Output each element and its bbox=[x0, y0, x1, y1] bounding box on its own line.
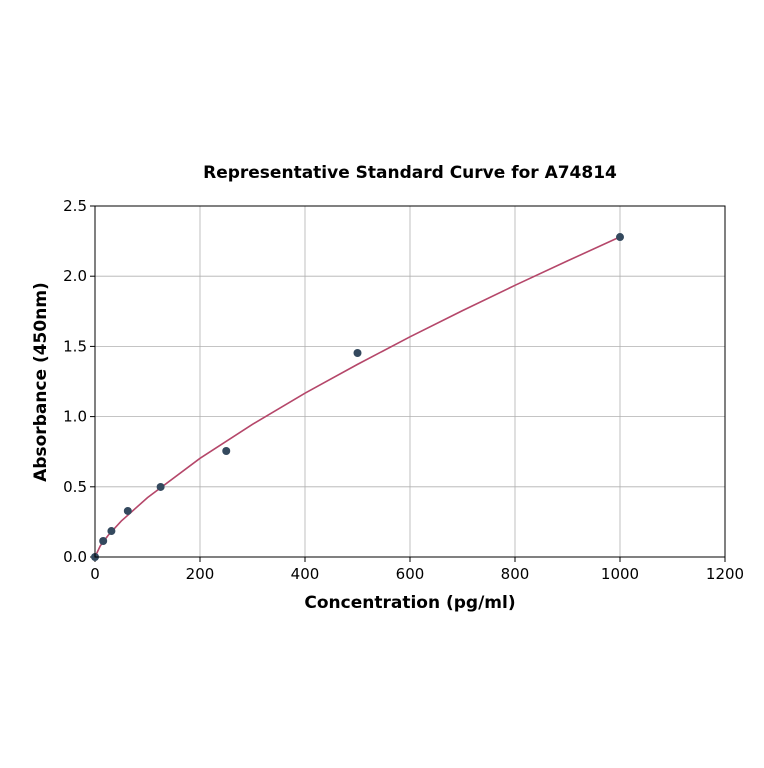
chart-title: Representative Standard Curve for A74814 bbox=[203, 163, 617, 183]
data-point bbox=[353, 348, 362, 357]
y-tick-label: 0.5 bbox=[63, 478, 87, 496]
data-point bbox=[107, 527, 116, 536]
plot-frame bbox=[94, 205, 726, 558]
x-tick-label: 200 bbox=[186, 565, 215, 583]
data-point bbox=[123, 506, 132, 515]
data-point bbox=[222, 446, 231, 455]
x-axis-label: Concentration (pg/ml) bbox=[304, 593, 515, 613]
x-tick-label: 1000 bbox=[601, 565, 639, 583]
data-point bbox=[99, 536, 108, 545]
x-tick-label: 600 bbox=[396, 565, 425, 583]
x-tick-label: 1200 bbox=[706, 565, 744, 583]
fit-curve-line bbox=[94, 236, 621, 558]
y-tick-label: 2.5 bbox=[63, 197, 87, 215]
y-axis-label: Absorbance (450nm) bbox=[31, 282, 51, 482]
x-tick-label: 800 bbox=[501, 565, 530, 583]
y-tick-label: 1.5 bbox=[63, 337, 87, 355]
x-tick-label: 0 bbox=[90, 565, 100, 583]
data-point bbox=[616, 233, 624, 242]
y-tick-label: 0.0 bbox=[63, 548, 87, 566]
y-tick-label: 1.0 bbox=[63, 408, 87, 426]
data-point bbox=[156, 482, 165, 491]
x-tick-label: 400 bbox=[291, 565, 320, 583]
y-tick-label: 2.0 bbox=[63, 267, 87, 285]
